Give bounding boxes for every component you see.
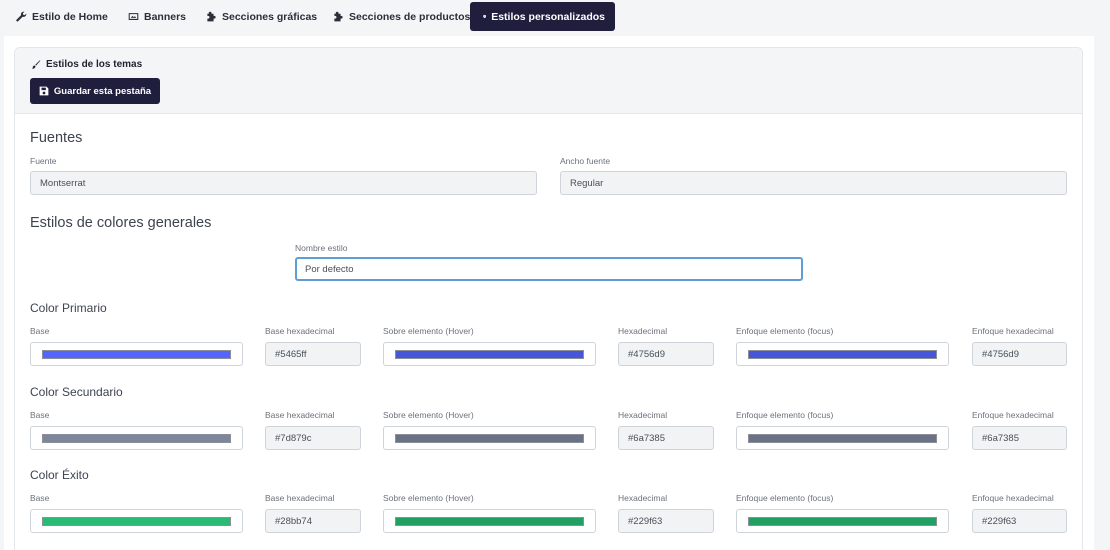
font-select[interactable]: Montserrat xyxy=(30,171,537,195)
puzzle-icon xyxy=(334,11,343,22)
color-col-label-hex: Hexadecimal xyxy=(618,493,668,503)
wrench-icon xyxy=(16,11,27,22)
color-group-title: Color Primario xyxy=(30,301,107,315)
color-picker-base[interactable] xyxy=(30,342,243,366)
color-col-label-hex: Hexadecimal xyxy=(618,410,668,420)
color-picker-focus[interactable] xyxy=(736,509,949,533)
hex-input-focus-hex[interactable]: #229f63 xyxy=(972,509,1067,533)
color-picker-base[interactable] xyxy=(30,509,243,533)
font-label: Fuente xyxy=(30,156,57,166)
color-col-label-hover: Sobre elemento (Hover) xyxy=(383,326,474,336)
color-col-label-hover: Sobre elemento (Hover) xyxy=(383,410,474,420)
font-weight-value: Regular xyxy=(570,177,604,189)
color-swatch xyxy=(748,434,937,443)
tab-estilos-personalizados[interactable]: Estilos personalizados xyxy=(470,2,615,31)
font-weight-select[interactable]: Regular xyxy=(560,171,1067,195)
tab-bar: Estilo de Home Banners Secciones gráfica… xyxy=(0,0,1110,34)
tab-label: Secciones gráficas xyxy=(222,10,318,23)
card-title: Estilos de los temas xyxy=(31,59,142,70)
tab-label: Banners xyxy=(144,10,187,23)
hex-value: #229f63 xyxy=(628,515,663,527)
color-col-label-focus: Enfoque elemento (focus) xyxy=(736,493,834,503)
tab-estilo-de-home[interactable]: Estilo de Home xyxy=(6,2,118,31)
color-picker-hover[interactable] xyxy=(383,342,596,366)
color-swatch xyxy=(395,350,584,359)
save-icon xyxy=(39,86,49,96)
color-swatch xyxy=(395,517,584,526)
image-icon xyxy=(128,13,139,20)
fonts-section-title: Fuentes xyxy=(30,130,83,146)
color-col-label-base: Base xyxy=(30,410,50,420)
color-picker-focus[interactable] xyxy=(736,342,949,366)
color-picker-focus[interactable] xyxy=(736,426,949,450)
color-col-label-base-hex: Base hexadecimal xyxy=(265,493,335,503)
color-swatch xyxy=(748,517,937,526)
color-swatch xyxy=(395,434,584,443)
color-swatch xyxy=(42,517,231,526)
hex-input-hex[interactable]: #229f63 xyxy=(618,509,714,533)
style-name-value: Por defecto xyxy=(305,263,354,275)
puzzle-icon xyxy=(207,11,216,22)
hex-input-hex[interactable]: #4756d9 xyxy=(618,342,714,366)
hex-value: #28bb74 xyxy=(275,515,312,527)
color-col-label-focus-hex: Enfoque hexadecimal xyxy=(972,410,1054,420)
tab-secciones-graficas[interactable]: Secciones gráficas xyxy=(196,2,327,31)
color-col-label-focus-hex: Enfoque hexadecimal xyxy=(972,493,1054,503)
hex-value: #4756d9 xyxy=(628,348,665,360)
color-group-title: Color Éxito xyxy=(30,468,89,482)
style-name-input[interactable]: Por defecto xyxy=(295,257,803,281)
hex-input-base-hex[interactable]: #5465ff xyxy=(265,342,361,366)
color-col-label-focus: Enfoque elemento (focus) xyxy=(736,410,834,420)
hex-input-hex[interactable]: #6a7385 xyxy=(618,426,714,450)
color-col-label-base-hex: Base hexadecimal xyxy=(265,410,335,420)
font-value: Montserrat xyxy=(40,177,86,189)
hex-value: #229f63 xyxy=(982,515,1017,527)
hex-input-focus-hex[interactable]: #4756d9 xyxy=(972,342,1067,366)
hex-value: #6a7385 xyxy=(982,432,1019,444)
color-picker-base[interactable] xyxy=(30,426,243,450)
hex-input-base-hex[interactable]: #28bb74 xyxy=(265,509,361,533)
tab-label: Secciones de productos xyxy=(349,10,471,23)
hex-input-base-hex[interactable]: #7d879c xyxy=(265,426,361,450)
color-col-label-hover: Sobre elemento (Hover) xyxy=(383,493,474,503)
color-col-label-focus: Enfoque elemento (focus) xyxy=(736,326,834,336)
hex-value: #4756d9 xyxy=(982,348,1019,360)
paintbrush-icon xyxy=(31,59,41,69)
tab-label: Estilo de Home xyxy=(32,10,108,23)
color-col-label-base: Base xyxy=(30,326,50,336)
hex-input-focus-hex[interactable]: #6a7385 xyxy=(972,426,1067,450)
tab-banners[interactable]: Banners xyxy=(118,2,196,31)
theme-styles-card: Estilos de los temas Guardar esta pestañ… xyxy=(14,47,1083,550)
color-col-label-focus-hex: Enfoque hexadecimal xyxy=(972,326,1054,336)
style-name-label: Nombre estilo xyxy=(295,243,348,253)
color-swatch xyxy=(42,350,231,359)
card-title-text: Estilos de los temas xyxy=(46,59,143,70)
hex-value: #5465ff xyxy=(275,348,307,360)
color-col-label-base: Base xyxy=(30,493,50,503)
hex-value: #7d879c xyxy=(275,432,312,444)
font-weight-label: Ancho fuente xyxy=(560,156,611,166)
color-col-label-base-hex: Base hexadecimal xyxy=(265,326,335,336)
save-tab-button[interactable]: Guardar esta pestaña xyxy=(30,78,160,104)
color-swatch xyxy=(748,350,937,359)
tab-label: Estilos personalizados xyxy=(491,10,605,23)
color-col-label-hex: Hexadecimal xyxy=(618,326,668,336)
save-button-label: Guardar esta pestaña xyxy=(53,85,152,97)
shield-icon xyxy=(483,14,487,19)
color-picker-hover[interactable] xyxy=(383,426,596,450)
color-picker-hover[interactable] xyxy=(383,509,596,533)
color-swatch xyxy=(42,434,231,443)
card-header: Estilos de los temas Guardar esta pestañ… xyxy=(15,48,1082,114)
tab-secciones-de-productos[interactable]: Secciones de productos xyxy=(323,2,480,31)
hex-value: #6a7385 xyxy=(628,432,665,444)
color-group-title: Color Secundario xyxy=(30,385,123,399)
colors-section-title: Estilos de colores generales xyxy=(30,215,212,231)
